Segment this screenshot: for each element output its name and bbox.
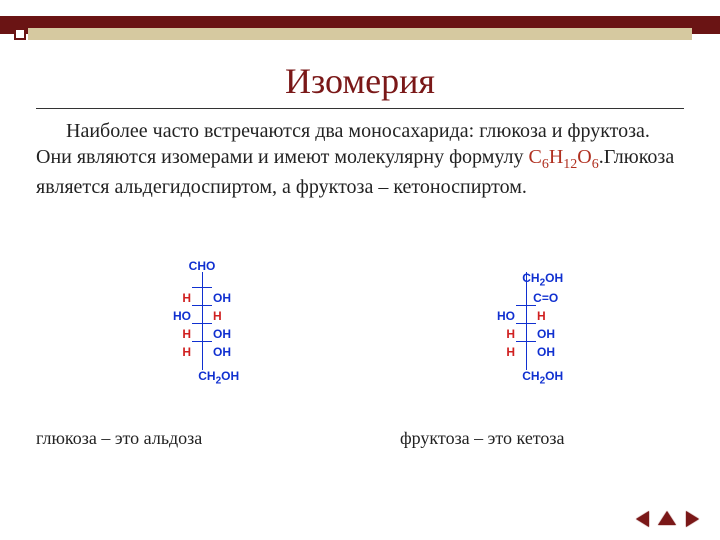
nav-controls	[632, 510, 702, 528]
nav-next-button[interactable]	[680, 510, 702, 528]
decorative-top-bar	[0, 16, 720, 40]
slide: Изомерия Наиболее часто встречаются два …	[0, 0, 720, 540]
glucose-caption: глюкоза – это альдоза	[36, 428, 202, 449]
nav-prev-button[interactable]	[632, 510, 654, 528]
nav-home-button[interactable]	[656, 510, 678, 528]
fructose-caption: фруктоза – это кетоза	[400, 428, 565, 449]
title-underline	[36, 108, 684, 109]
molecular-formula: С6Н12О6	[528, 146, 598, 168]
slide-title: Изомерия	[0, 60, 720, 102]
glucose-structure: CHO HOH HOH HOH HOH CH2OH	[132, 260, 412, 390]
fructose-structure: CH2OH C=O HOH HOH HOH CH2OH	[456, 260, 720, 390]
body-paragraph: Наиболее часто встречаются два моносахар…	[36, 118, 684, 200]
